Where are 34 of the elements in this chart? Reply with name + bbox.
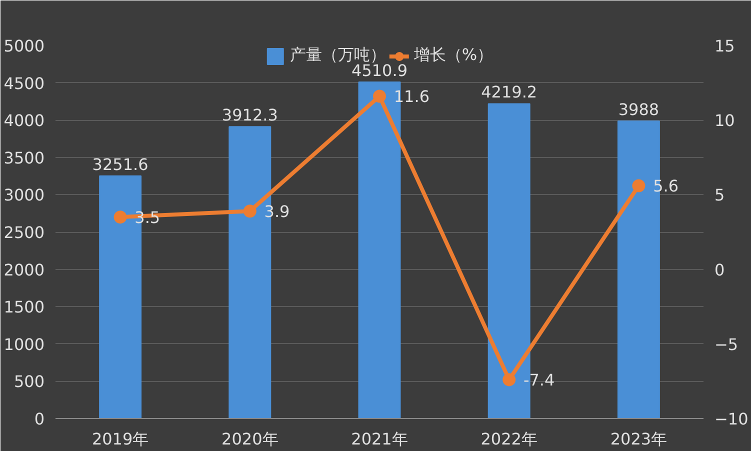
- x-tick-label: 2023年: [610, 430, 668, 448]
- y-tick-label: 1500: [4, 298, 44, 317]
- y2-tick-label: 5: [714, 186, 725, 205]
- legend-label: 增长（%）: [414, 45, 494, 66]
- data-label: 3.5: [134, 208, 160, 228]
- y-tick-label: 500: [14, 372, 45, 392]
- y-tick-label: 3500: [4, 148, 44, 168]
- point: [114, 210, 127, 224]
- y-tick-label: 3000: [4, 186, 44, 205]
- data-label: 3988: [618, 100, 660, 119]
- x-tick-label: 2021年: [351, 430, 408, 448]
- y2-tick-label: −10: [714, 410, 748, 428]
- data-label: 3912.3: [222, 106, 278, 125]
- y-tick-label: 2500: [4, 223, 44, 242]
- point: [632, 179, 646, 192]
- data-label: 3251.6: [92, 154, 148, 174]
- y2-tick-label: 0: [714, 260, 725, 280]
- x-tick-label: 2020年: [222, 430, 278, 448]
- y-tick-label: 1000: [4, 334, 44, 354]
- point: [502, 373, 516, 386]
- y-tick-label: 4500: [4, 74, 44, 93]
- y2-tick-label: 10: [714, 111, 735, 130]
- y2-tick-label: 15: [714, 36, 735, 56]
- y-tick-label: 2000: [4, 260, 44, 280]
- x-tick-label: 2019年: [92, 430, 149, 448]
- point: [243, 204, 256, 218]
- data-label: 4219.2: [481, 82, 538, 102]
- legend-label: 产量（万吨）: [290, 45, 386, 64]
- y-tick-label: 4000: [4, 111, 44, 130]
- x-tick-label: 2022年: [480, 430, 538, 448]
- y-tick-label: 0: [34, 410, 45, 428]
- point: [373, 90, 386, 103]
- y2-tick-label: −5: [714, 334, 738, 354]
- y-tick-label: 5000: [4, 36, 44, 56]
